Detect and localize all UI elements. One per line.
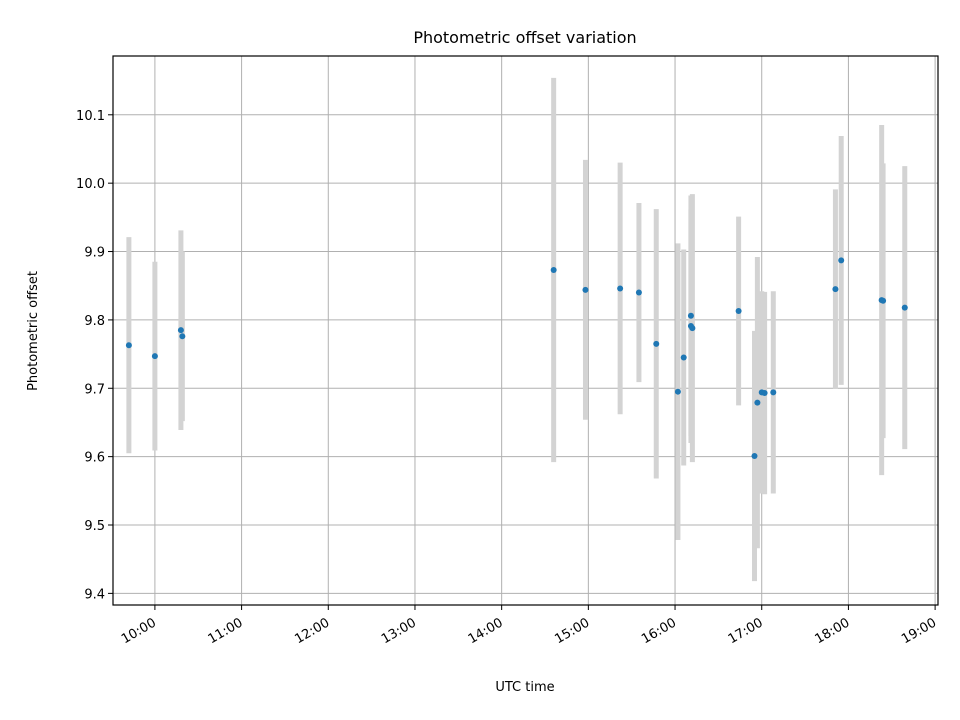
data-point [582, 286, 589, 293]
data-point [754, 399, 761, 406]
data-points [125, 257, 908, 459]
chart-title: Photometric offset variation [413, 28, 636, 47]
data-point [832, 286, 839, 293]
data-point [838, 257, 845, 264]
y-tick-label: 10.0 [76, 177, 105, 192]
data-point [151, 353, 158, 360]
y-axis-ticks: 9.4 9.5 9.6 9.7 9.8 9.9 10.0 10.1 [76, 109, 113, 602]
y-tick-label: 9.6 [84, 451, 105, 466]
data-point [689, 325, 696, 332]
y-tick-label: 10.1 [76, 109, 105, 124]
y-tick-label: 9.9 [84, 246, 105, 261]
data-point [735, 308, 742, 315]
data-point [617, 285, 624, 292]
data-point [770, 389, 777, 396]
data-point [179, 333, 186, 340]
x-axis-label: UTC time [495, 680, 554, 695]
data-point [880, 297, 887, 304]
data-point [635, 289, 642, 296]
y-tick-label: 9.4 [84, 587, 105, 602]
grid [113, 56, 938, 605]
data-point [761, 390, 768, 397]
data-point [901, 304, 908, 311]
y-axis-label: Photometric offset [26, 271, 41, 391]
y-tick-label: 9.8 [84, 314, 105, 329]
y-tick-label: 9.5 [84, 519, 105, 534]
plot-frame [112, 55, 939, 606]
data-point [687, 312, 694, 319]
data-point [674, 388, 681, 395]
y-tick-label: 9.7 [84, 382, 105, 397]
data-point [653, 340, 660, 347]
data-point [177, 327, 184, 334]
data-point [550, 266, 557, 273]
data-point [680, 354, 687, 361]
data-point [751, 452, 758, 459]
data-point [125, 342, 132, 349]
